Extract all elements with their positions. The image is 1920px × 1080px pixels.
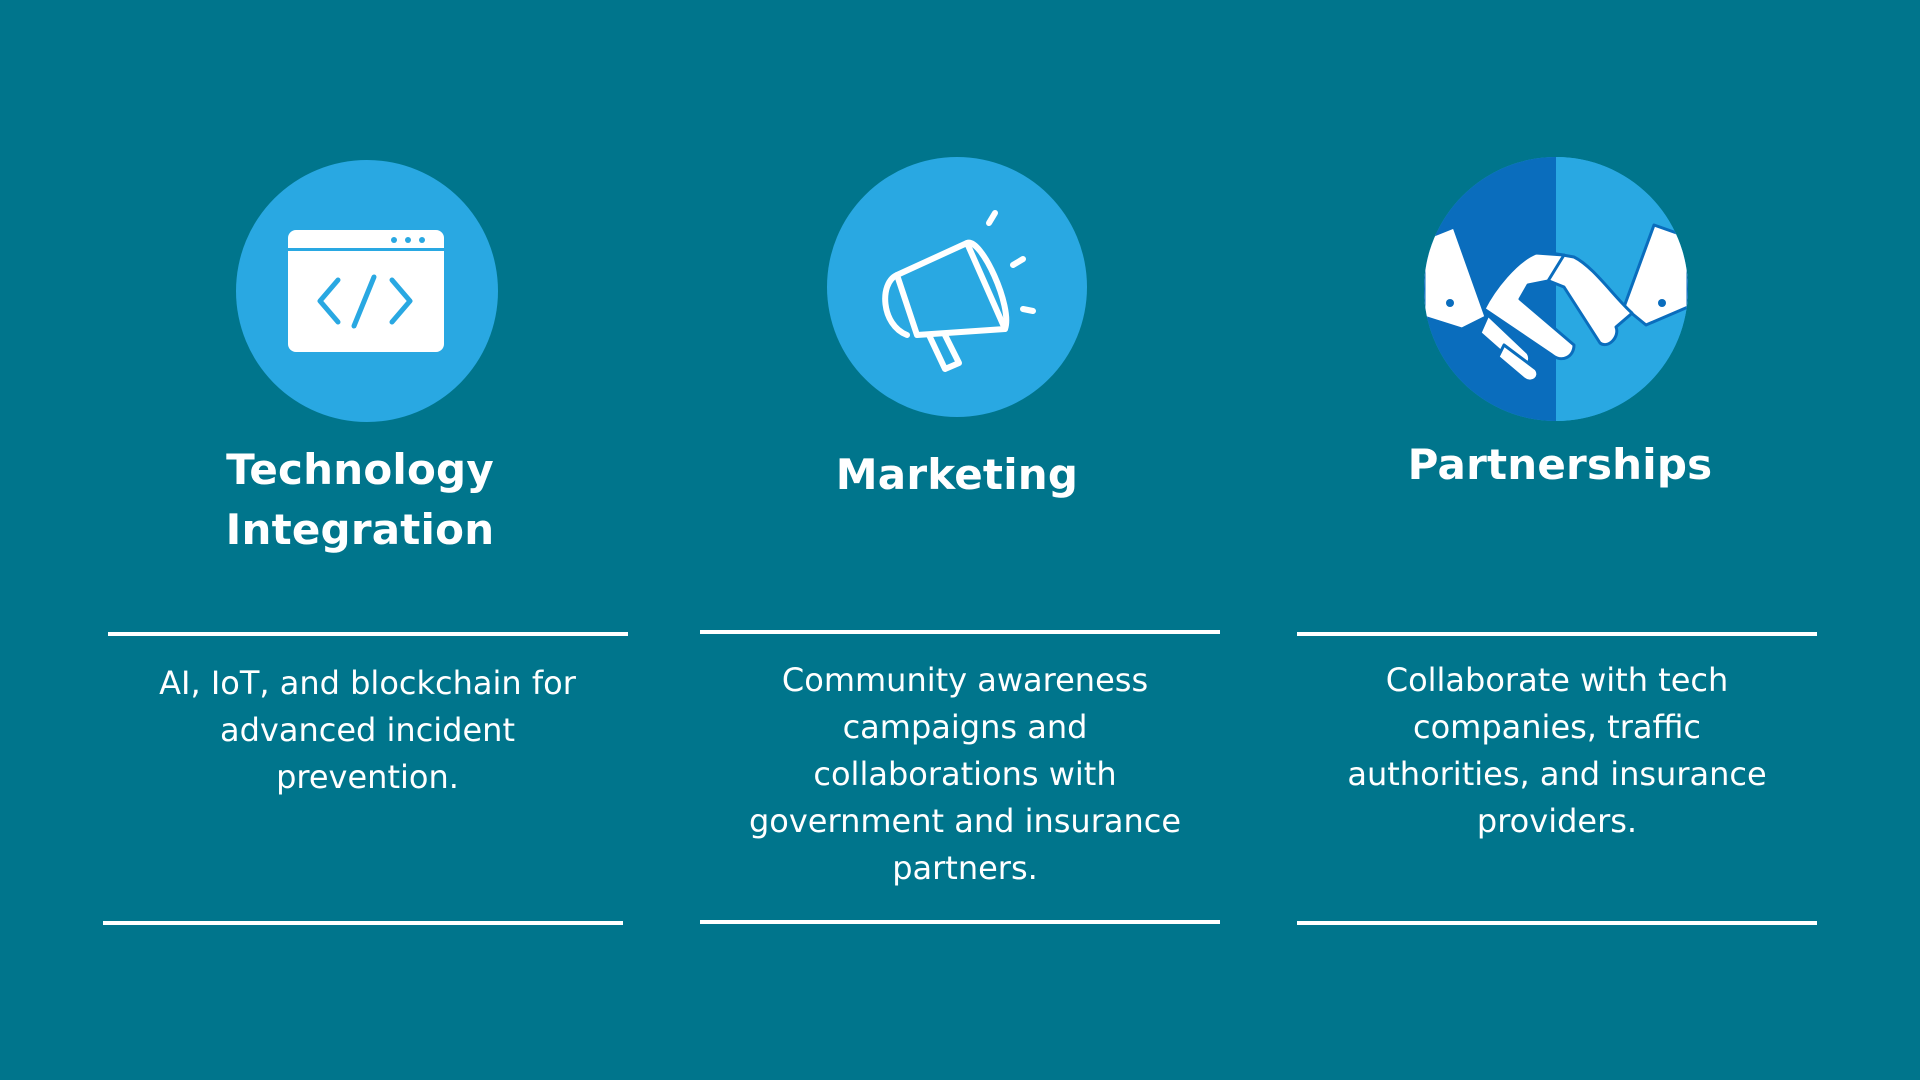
description-line: collaborations with [813, 755, 1117, 793]
partnerships-icon-circle [1424, 157, 1688, 421]
description-line: providers. [1476, 802, 1638, 840]
handshake-icon [1424, 157, 1688, 421]
description-line: government and insurance [748, 802, 1182, 840]
title-line-1: Partnerships [1407, 440, 1713, 489]
description-marketing: Community awareness campaigns and collab… [710, 657, 1220, 892]
divider-top [700, 630, 1220, 634]
description-line: AI, IoT, and blockchain for [159, 664, 576, 702]
title-line-1: Technology [226, 445, 494, 494]
title-marketing: Marketing [757, 445, 1157, 505]
description-line: authorities, and insurance [1347, 755, 1767, 793]
divider-top [1297, 632, 1817, 636]
description-technology-integration: AI, IoT, and blockchain for advanced inc… [110, 660, 625, 801]
code-window-icon [288, 230, 444, 352]
title-line-2: Integration [225, 505, 495, 554]
title-technology-integration: Technology Integration [160, 440, 560, 560]
title-line-1: Marketing [835, 450, 1079, 499]
column-technology-integration: Technology Integration AI, IoT, and bloc… [0, 0, 640, 1080]
description-line: Community awareness [781, 661, 1149, 699]
title-partnerships: Partnerships [1360, 435, 1760, 495]
description-line: Collaborate with tech [1385, 661, 1729, 699]
megaphone-icon [882, 210, 1036, 372]
marketing-icon-circle [827, 157, 1087, 417]
divider-bottom [103, 921, 623, 925]
column-marketing: Marketing Community awareness campaigns … [700, 157, 1220, 924]
technology-icon-circle [236, 160, 498, 422]
description-line: companies, traffic [1413, 708, 1701, 746]
description-line: campaigns and [842, 708, 1088, 746]
divider-bottom [1297, 921, 1817, 925]
description-line: advanced incident [220, 711, 515, 749]
description-line: partners. [892, 849, 1038, 887]
description-partnerships: Collaborate with tech companies, traffic… [1302, 657, 1812, 845]
description-line: prevention. [276, 758, 459, 796]
divider-top [108, 632, 628, 636]
divider-bottom [700, 920, 1220, 924]
